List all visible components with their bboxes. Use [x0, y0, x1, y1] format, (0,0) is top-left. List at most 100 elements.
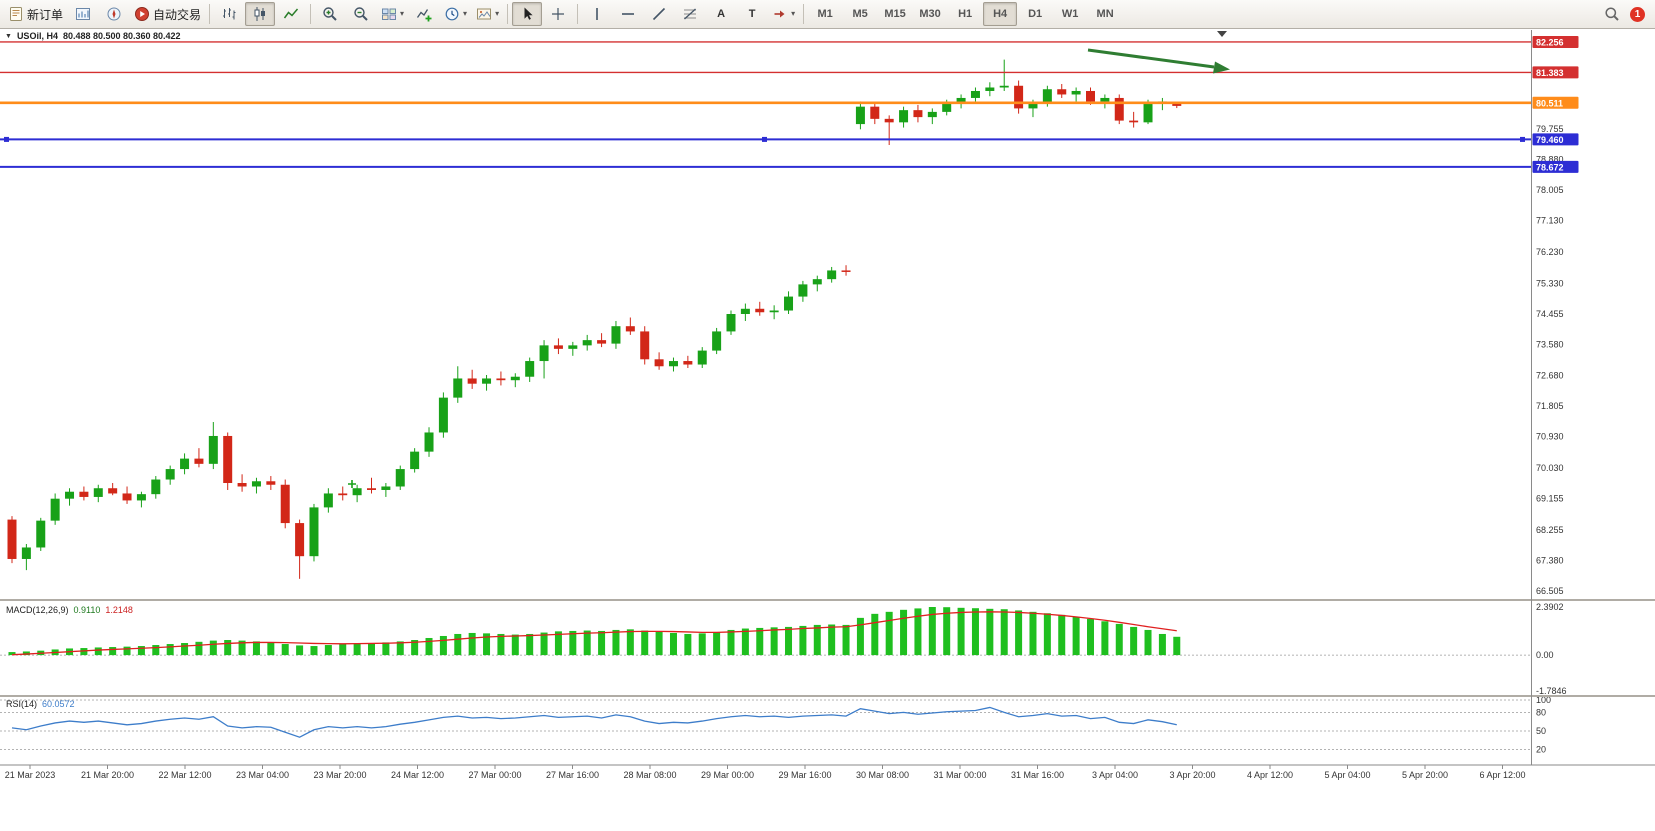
timeframe-m30[interactable]: M30: [919, 8, 941, 20]
timeframe-d1[interactable]: D1: [1028, 8, 1043, 20]
chart-title: ▼ USOil, H4 80.488 80.500 80.360 80.422: [5, 31, 181, 41]
rsi-name: RSI(14): [6, 699, 38, 709]
timeframe-m1[interactable]: M1: [817, 8, 833, 20]
macd-histogram-bar: [166, 644, 174, 656]
trend-arrow-head[interactable]: [1213, 61, 1230, 74]
macd-histogram-bar: [1015, 610, 1023, 656]
clock-icon: [445, 7, 459, 21]
indicators-button[interactable]: [409, 2, 439, 26]
notification-badge[interactable]: 1: [1630, 6, 1645, 22]
candle: [295, 523, 305, 557]
time-axis-label: 23 Mar 20:00: [313, 770, 366, 780]
new-order-icon: [10, 7, 22, 21]
candle: [827, 270, 837, 280]
chart-window-button[interactable]: [68, 2, 98, 26]
rsi-indicator-label: RSI(14) 60.0572: [6, 699, 75, 709]
new-order-button[interactable]: 新订单: [4, 2, 67, 26]
candle: [1042, 89, 1052, 104]
arrow-object-icon: [774, 10, 785, 18]
candlestick-chart-button[interactable]: [245, 2, 276, 26]
line-handle[interactable]: [1520, 136, 1525, 142]
candle: [841, 270, 851, 272]
chart-shift-marker[interactable]: [1217, 31, 1227, 37]
price-tick-label: 71.805: [1536, 401, 1564, 411]
crosshair-button[interactable]: [543, 2, 573, 26]
macd-histogram-bar: [871, 613, 879, 656]
chevron-down-icon: ▾: [495, 9, 500, 18]
candle: [625, 326, 635, 332]
timeframe-m5[interactable]: M5: [852, 8, 868, 20]
collapse-icon[interactable]: ▼: [5, 32, 12, 40]
price-tick-label: 66.505: [1536, 586, 1564, 596]
candle: [640, 331, 650, 360]
macd-histogram-bar: [267, 642, 275, 656]
plus-marker[interactable]: [348, 480, 356, 488]
macd-histogram-bar: [22, 651, 30, 656]
macd-histogram-bar: [684, 633, 692, 656]
candle: [611, 326, 621, 344]
rsi-level-label: 100: [1536, 695, 1551, 705]
candle: [1028, 103, 1038, 109]
text-label-button[interactable]: T: [737, 2, 767, 26]
timeframe-w1[interactable]: W1: [1061, 8, 1079, 20]
vertical-line-button[interactable]: [582, 2, 612, 26]
time-axis-label: 31 Mar 00:00: [933, 770, 986, 780]
macd-histogram-bar: [641, 630, 649, 656]
macd-histogram-bar: [238, 640, 246, 656]
arrows-button[interactable]: ▾: [768, 2, 799, 26]
zoom-in-icon: [323, 7, 337, 21]
price-badge-label: 82.256: [1536, 37, 1564, 47]
search-button[interactable]: [1597, 2, 1627, 26]
fibonacci-button[interactable]: [675, 2, 705, 26]
periods-button[interactable]: ▾: [440, 2, 471, 26]
macd-histogram-bar: [324, 645, 332, 656]
line-chart-button[interactable]: [276, 2, 306, 26]
zoom-in-button[interactable]: [315, 2, 345, 26]
candle: [985, 87, 995, 91]
line-handle[interactable]: [4, 136, 9, 142]
macd-axis-label: 2.3902: [1536, 602, 1564, 612]
zoom-out-button[interactable]: [346, 2, 376, 26]
macd-histogram-bar: [1072, 616, 1080, 656]
macd-histogram-bar: [339, 644, 347, 656]
macd-histogram-bar: [1000, 609, 1008, 656]
macd-histogram-bar: [1158, 633, 1166, 656]
trendline-button[interactable]: [644, 2, 674, 26]
bar-chart-button[interactable]: [214, 2, 244, 26]
candle: [970, 90, 980, 98]
chart-canvas[interactable]: 1008050202.39020.00-1.784679.75578.88078…: [0, 28, 1655, 831]
navigator-button[interactable]: [99, 2, 129, 26]
timeframe-m15[interactable]: M15: [884, 8, 906, 20]
cursor-button[interactable]: [512, 2, 543, 26]
horizontal-line-button[interactable]: [613, 2, 643, 26]
tile-windows-button[interactable]: ▾: [377, 2, 408, 26]
time-axis-label: 27 Mar 00:00: [468, 770, 521, 780]
line-handle[interactable]: [762, 136, 767, 142]
timeframe-mn[interactable]: MN: [1096, 8, 1114, 20]
autotrading-button[interactable]: 自动交易: [130, 2, 205, 26]
horizontal-line-icon: [622, 13, 635, 15]
candle: [812, 279, 822, 285]
price-tick-label: 74.455: [1536, 309, 1564, 319]
macd-indicator-label: MACD(12,26,9) 0.9110 1.2148: [6, 605, 133, 615]
time-axis-label: 29 Mar 16:00: [778, 770, 831, 780]
templates-button[interactable]: ▾: [472, 2, 503, 26]
candle: [122, 493, 132, 501]
trend-arrow[interactable]: [1087, 48, 1215, 69]
price-tick-label: 78.005: [1536, 185, 1564, 195]
macd-histogram-bar: [1173, 636, 1181, 656]
candle: [697, 350, 707, 365]
timeframe-h1[interactable]: H1: [958, 8, 973, 20]
cursor-icon: [524, 7, 533, 20]
text-button[interactable]: A: [706, 2, 736, 26]
macd-histogram-bar: [900, 609, 908, 656]
macd-histogram-bar: [483, 633, 491, 656]
price-tick-label: 70.030: [1536, 463, 1564, 473]
candle: [525, 361, 535, 377]
autotrading-label: 自动交易: [153, 7, 202, 22]
timeframe-h4[interactable]: H4: [983, 2, 1018, 26]
macd-histogram-bar: [741, 628, 749, 656]
macd-histogram-bar: [1115, 623, 1123, 656]
candle: [798, 284, 808, 297]
candle: [338, 493, 348, 496]
